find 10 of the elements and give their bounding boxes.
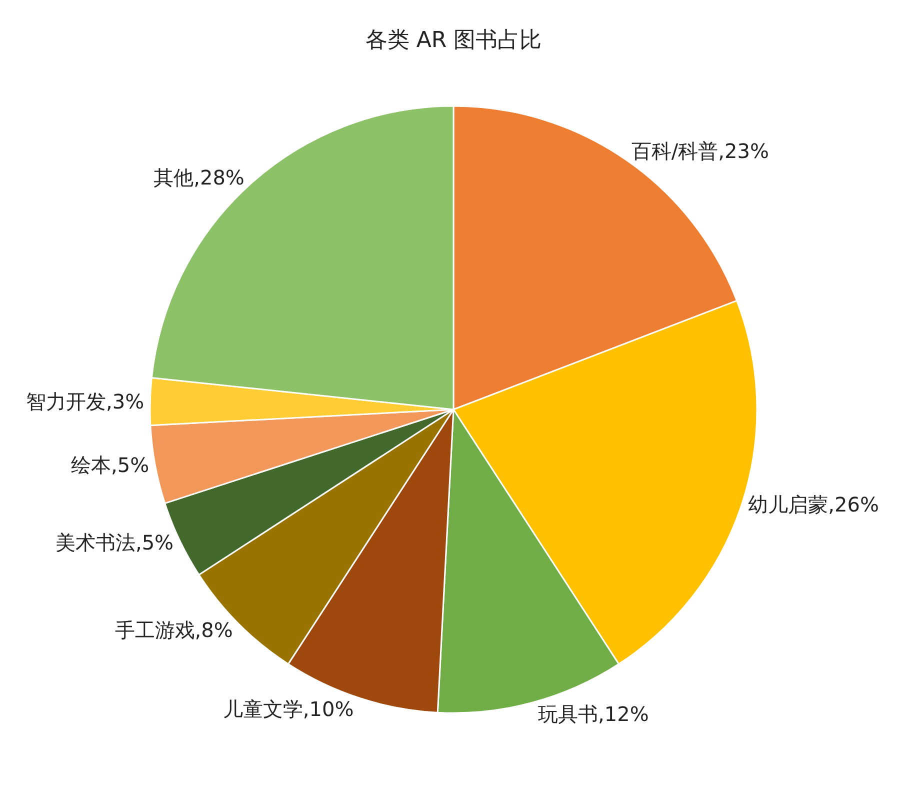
- slice-label: 美术书法,5%: [55, 530, 174, 554]
- slice-label: 儿童文学,10%: [222, 697, 354, 721]
- slice-label: 智力开发,3%: [26, 390, 144, 414]
- chart-title: 各类 AR 图书占比: [365, 28, 542, 53]
- slice-label: 手工游戏,8%: [114, 618, 233, 642]
- slice-label: 幼儿启蒙,26%: [748, 492, 879, 516]
- slice-label: 其他,28%: [154, 165, 244, 190]
- slice-label: 百科/科普,23%: [631, 139, 769, 164]
- slice-label: 绘本,5%: [70, 453, 150, 478]
- slice-label: 玩具书,12%: [538, 702, 649, 726]
